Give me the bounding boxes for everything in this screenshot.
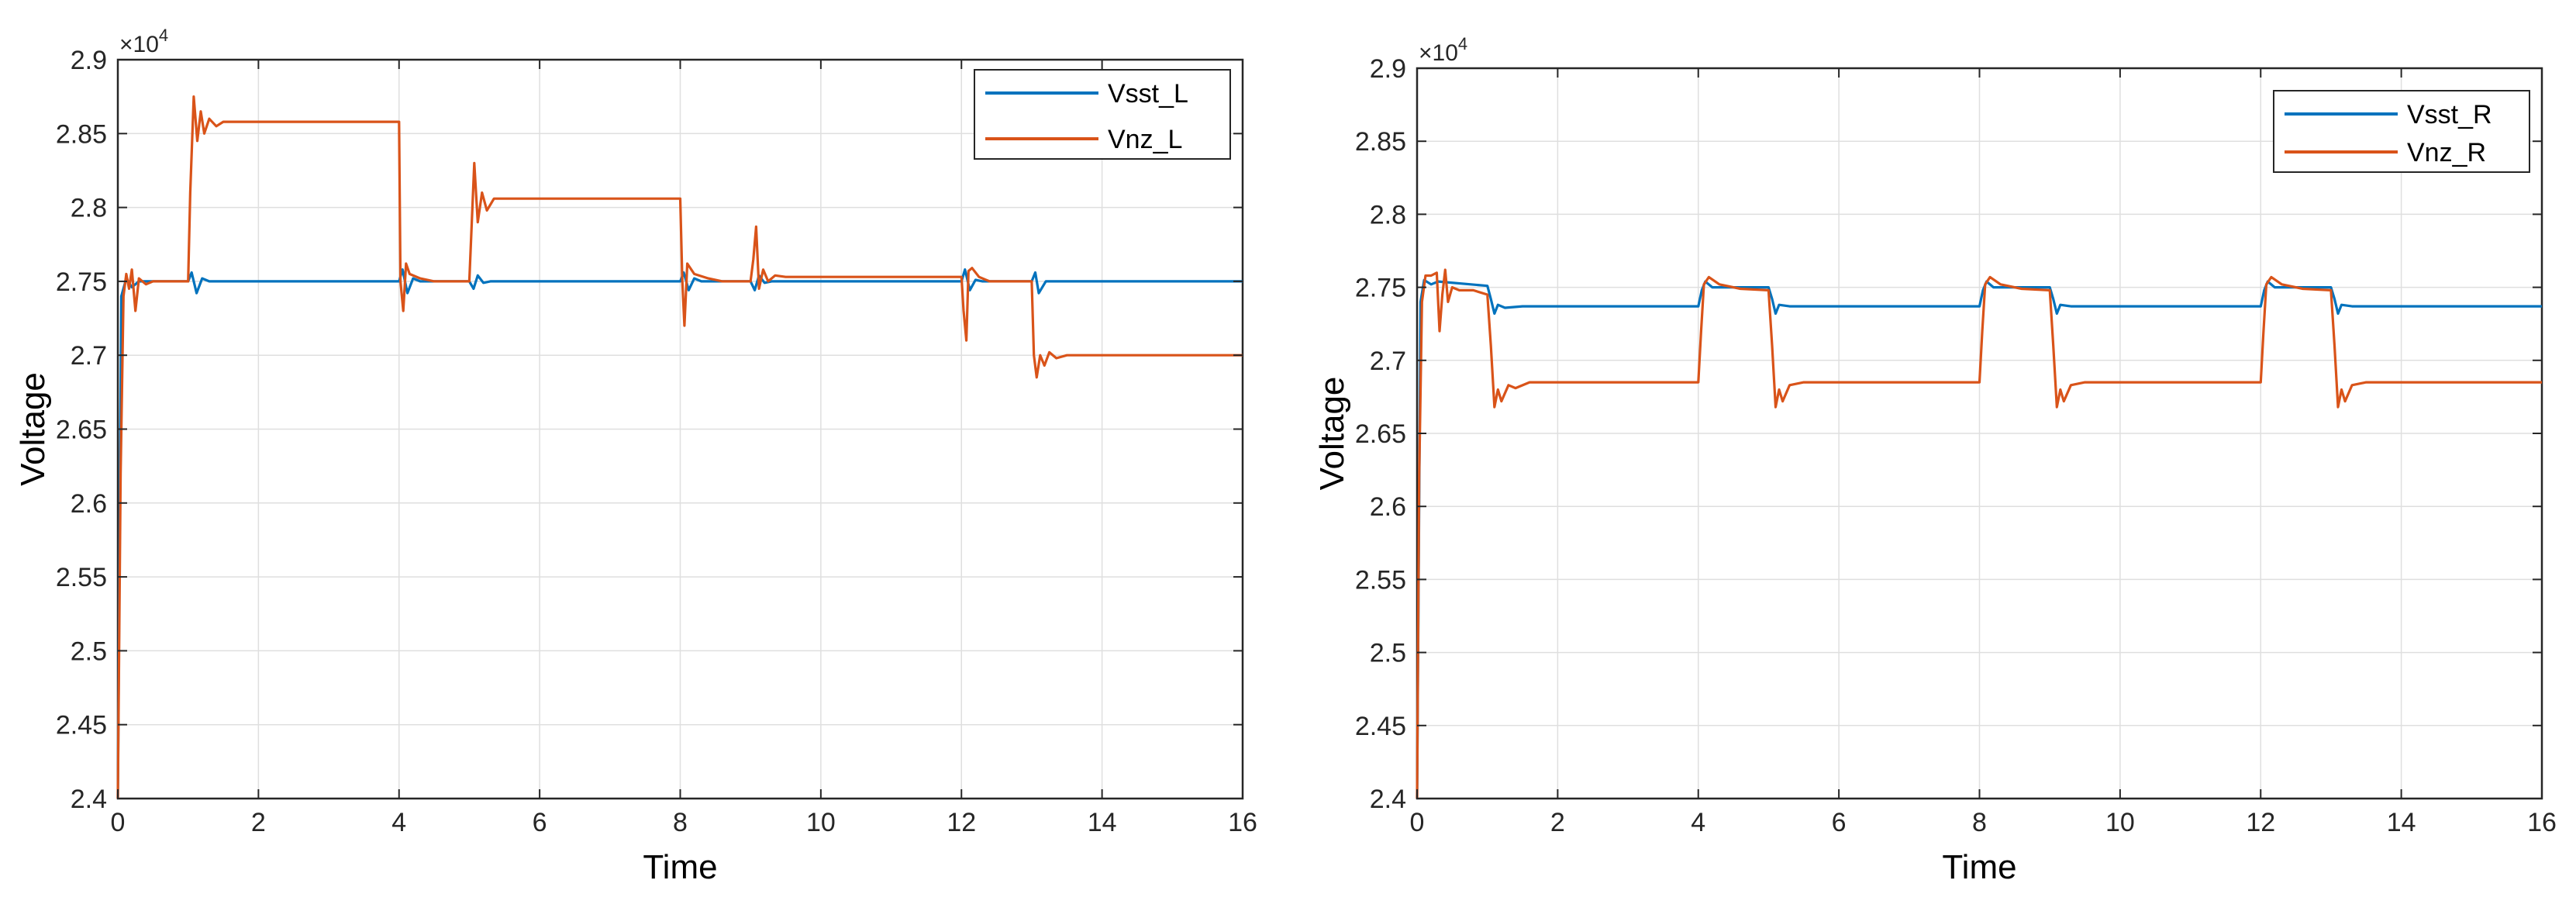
chart-right-y-tick-label-10: 2.9 (1370, 54, 1406, 84)
chart-left-x-tick-label-5: 10 (806, 808, 836, 837)
chart-right-series-vsst-r-line (1416, 278, 2542, 799)
chart-right-legend: Vsst_R Vnz_R (2273, 90, 2530, 173)
chart-right-y-tick-label-7: 2.75 (1355, 274, 1406, 303)
chart-left-x-axis-label: Time (643, 848, 717, 886)
chart-right-y-tick-label-2: 2.5 (1370, 639, 1406, 668)
chart-right-x-tick-label-2: 4 (1691, 808, 1705, 837)
chart-left-legend-label-vsst-l: Vsst_L (1108, 79, 1188, 109)
chart-right-grid (1416, 67, 2543, 799)
chart-right-y-axis-label: Voltage (1313, 377, 1351, 491)
chart-right-x-tick-label-0: 0 (1410, 808, 1425, 837)
chart-right-y-tick-label-1: 2.45 (1355, 712, 1406, 741)
chart-left-x-tick-label-0: 0 (111, 808, 126, 837)
chart-right-x-tick-label-4: 8 (1972, 808, 1987, 837)
chart-left-y-tick-label-6: 2.7 (71, 341, 107, 371)
chart-right-y-tick-label-8: 2.8 (1370, 200, 1406, 229)
chart-left-y-tick-label-3: 2.55 (56, 563, 107, 592)
chart-right-legend-box (2273, 90, 2530, 173)
chart-right-series-vnz-r-line (1416, 268, 2542, 799)
chart-left-y-tick-label-4: 2.6 (71, 489, 107, 519)
chart-right-y-tick-label-4: 2.6 (1370, 492, 1406, 522)
chart-left-series (116, 95, 1243, 799)
chart-right-x-tick-label-6: 12 (2246, 808, 2275, 837)
chart-right-legend-label-vsst-r: Vsst_R (2407, 100, 2492, 129)
chart-right-legend-label-vnz-r: Vnz_R (2407, 138, 2486, 167)
chart-left-y-tick-label-9: 2.85 (56, 119, 107, 149)
chart-left-x-tick-label-8: 16 (1228, 808, 1257, 837)
chart-right-series (1416, 268, 2542, 799)
chart-left-series-vnz-l-line (116, 95, 1243, 799)
chart-left-y-axis-label: Voltage (14, 372, 52, 486)
chart-left-series-vsst-l-line (116, 268, 1243, 799)
chart-right-y-tick-label-6: 2.7 (1370, 347, 1406, 376)
chart-left-legend: Vsst_L Vnz_L (974, 69, 1231, 160)
chart-left-exponent-label: ×104 (119, 26, 168, 57)
chart-left-legend-label-vnz-l: Vnz_L (1108, 125, 1182, 154)
chart-left-y-tick-label-10: 2.9 (71, 46, 107, 75)
chart-right-x-tick-label-3: 6 (1832, 808, 1847, 837)
chart-right-x-tick-label-7: 14 (2387, 808, 2416, 837)
chart-left-x-tick-label-3: 6 (533, 808, 547, 837)
chart-right-y-tick-label-3: 2.55 (1355, 565, 1406, 595)
chart-right-x-tick-label-5: 10 (2105, 808, 2135, 837)
chart-left-y-tick-label-1: 2.45 (56, 711, 107, 740)
chart-left-y-tick-label-2: 2.5 (71, 637, 107, 666)
chart-left-x-tick-label-6: 12 (947, 808, 976, 837)
chart-right-y-tick-label-0: 2.4 (1370, 785, 1406, 814)
chart-right-x-tick-label-1: 2 (1550, 808, 1565, 837)
chart-left: 0 2 4 6 8 10 12 14 16 2.4 2.45 2.5 2.55 2.6 2.65 2.7 2.7… (0, 0, 1287, 897)
chart-left-x-tick-label-1: 2 (251, 808, 266, 837)
chart-left-x-tick-label-2: 4 (391, 808, 406, 837)
chart-left-y-tick-label-7: 2.75 (56, 267, 107, 297)
chart-right-y-tick-label-9: 2.85 (1355, 127, 1406, 157)
chart-right-y-tick-label-5: 2.65 (1355, 419, 1406, 449)
chart-right-ticks: 0 2 4 6 8 10 12 14 16 2.4 2.45 2.5 2.55 2.6 2.65 2.7 2.7… (1355, 54, 2557, 837)
chart-right-x-axis-label: Time (1942, 848, 2016, 886)
chart-left-y-tick-label-5: 2.65 (56, 416, 107, 445)
chart-left-y-tick-label-0: 2.4 (71, 785, 107, 814)
chart-left-ticks: 0 2 4 6 8 10 12 14 16 2.4 2.45 2.5 2.55 2.6 2.65 2.7 2.7… (56, 46, 1257, 837)
chart-left-y-tick-label-8: 2.8 (71, 194, 107, 223)
chart-left-x-tick-label-7: 14 (1088, 808, 1117, 837)
chart-left-x-tick-label-4: 8 (673, 808, 688, 837)
chart-right-exponent-label: ×104 (1419, 34, 1467, 66)
chart-right: 0 2 4 6 8 10 12 14 16 2.4 2.45 2.5 2.55 2.6 2.65 2.7 2.7… (1313, 34, 2557, 886)
chart-left-legend-box (974, 69, 1231, 160)
chart-right-x-tick-label-8: 16 (2527, 808, 2557, 837)
